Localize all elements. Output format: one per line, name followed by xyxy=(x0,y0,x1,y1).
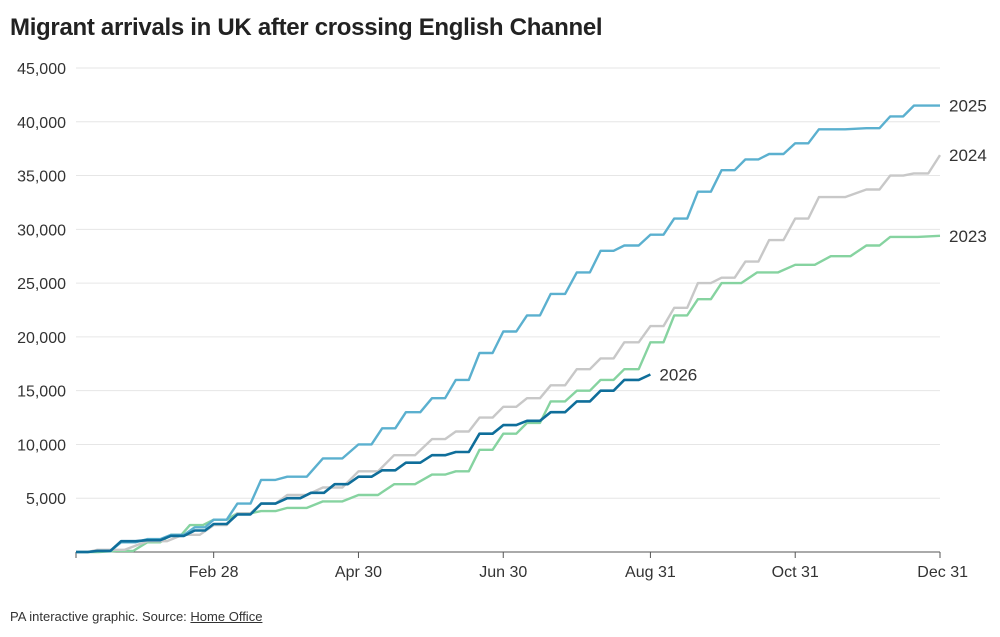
y-tick-label-35-000: 35,000 xyxy=(17,169,66,186)
series-line-2025 xyxy=(76,104,940,554)
x-tick-label-jun-30: Jun 30 xyxy=(479,564,527,581)
footer-source: PA interactive graphic. Source: Home Off… xyxy=(10,609,262,624)
y-tick-label-5-000: 5,000 xyxy=(26,491,66,508)
y-tick-label-40-000: 40,000 xyxy=(17,115,66,132)
y-tick-label-45-000: 45,000 xyxy=(17,61,66,78)
y-tick-label-30-000: 30,000 xyxy=(17,222,66,239)
x-tick-label-oct-31: Oct 31 xyxy=(772,564,819,581)
series-label-2024: 2024 xyxy=(949,146,987,165)
x-tick-label-aug-31: Aug 31 xyxy=(625,564,676,581)
x-tick-label-dec-31: Dec 31 xyxy=(917,564,968,581)
y-tick-label-15-000: 15,000 xyxy=(17,384,66,401)
footer-prefix: PA interactive graphic. Source: xyxy=(10,609,191,624)
series-labels: 2023 2024 2025 2026 xyxy=(659,97,986,385)
series-label-2026: 2026 xyxy=(659,366,697,385)
page-title: Migrant arrivals in UK after crossing En… xyxy=(10,14,603,41)
series-label-2023: 2023 xyxy=(949,227,987,246)
series-line-2026 xyxy=(76,373,651,554)
y-tick-label-10-000: 10,000 xyxy=(17,437,66,454)
source-link[interactable]: Home Office xyxy=(190,609,263,624)
series-label-2025: 2025 xyxy=(949,97,987,116)
gridlines xyxy=(76,67,940,499)
x-tick-label-feb-28: Feb 28 xyxy=(189,564,239,581)
y-tick-label-20-000: 20,000 xyxy=(17,330,66,347)
series-lines xyxy=(76,104,942,554)
y-tick-label-25-000: 25,000 xyxy=(17,276,66,293)
series-line-2024 xyxy=(76,154,942,554)
x-axis: Feb 28 Apr 30 Jun 30 Aug 31 Oct 31 Dec 31 xyxy=(75,551,968,581)
x-tick-label-apr-30: Apr 30 xyxy=(335,564,382,581)
y-axis-tick-labels: 5,000 10,000 15,000 20,000 25,000 30,000 35,00… xyxy=(17,61,66,508)
